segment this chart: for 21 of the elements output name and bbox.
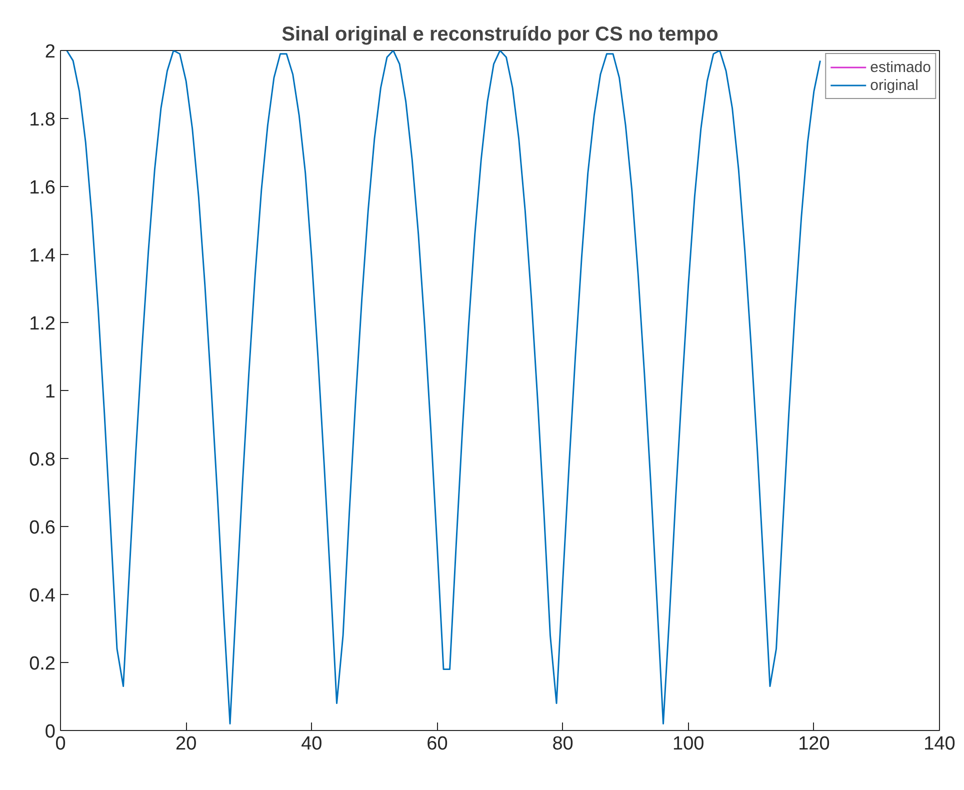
y-tick-label: 0.4 — [29, 586, 56, 606]
x-tick-label: 20 — [176, 734, 197, 754]
x-tick-label: 140 — [924, 734, 956, 754]
legend-label: original — [870, 76, 918, 94]
line-series — [66, 50, 821, 724]
y-tick-label: 1.8 — [29, 110, 56, 130]
x-tick-label: 60 — [426, 734, 448, 754]
x-tick-label: 40 — [301, 734, 322, 754]
y-tick-label: 1.6 — [29, 178, 56, 198]
y-tick-label: 0.6 — [29, 518, 56, 538]
chart-title: Sinal original e reconstruído por CS no tempo — [282, 24, 718, 46]
x-tick-label: 100 — [672, 734, 704, 754]
y-tick-label: 1.2 — [29, 314, 56, 334]
x-tick-label: 80 — [552, 734, 574, 754]
y-tick-label: 1.4 — [29, 246, 56, 266]
y-tick-label: 0.2 — [29, 654, 56, 674]
y-tick-label: 2 — [44, 42, 56, 62]
y-tick-label: 1 — [44, 382, 56, 402]
x-tick-label: 120 — [798, 734, 830, 754]
legend-label: estimado — [870, 58, 931, 76]
y-tick-label: 0.8 — [29, 450, 56, 470]
